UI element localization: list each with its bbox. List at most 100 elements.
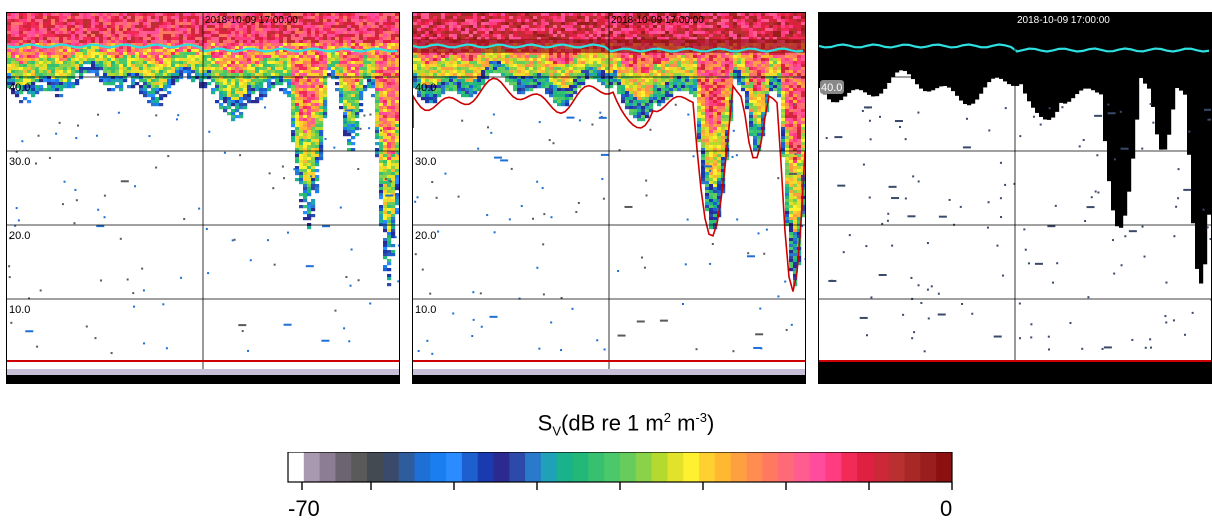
echo-cell xyxy=(399,142,400,145)
echo-cell xyxy=(59,28,63,31)
echo-cell xyxy=(589,22,593,25)
echo-cell xyxy=(441,55,445,58)
echo-cell xyxy=(545,76,549,79)
echo-cell xyxy=(199,25,203,28)
echo-cell xyxy=(633,85,637,88)
echo-cell xyxy=(75,55,79,58)
echo-cell xyxy=(383,43,387,46)
echo-cell xyxy=(307,91,311,94)
echo-cell xyxy=(477,13,481,16)
echo-cell xyxy=(501,55,505,58)
echo-cell xyxy=(429,97,433,100)
echo-cell xyxy=(303,112,307,115)
echo-cell xyxy=(147,49,151,52)
echo-cell xyxy=(223,37,227,40)
echo-cell xyxy=(147,70,151,73)
timestamp-label: 2018-10-09 17:00:00 xyxy=(205,15,298,26)
echo-cell xyxy=(219,88,223,91)
echo-cell xyxy=(383,163,387,166)
echo-cell xyxy=(339,55,343,58)
echo-cell xyxy=(287,58,291,61)
echo-cell xyxy=(653,67,657,70)
echo-cell xyxy=(111,55,115,58)
echo-cell xyxy=(27,49,31,52)
echo-cell xyxy=(279,82,283,85)
echo-cell xyxy=(15,19,19,22)
echo-cell xyxy=(315,61,319,64)
echo-cell xyxy=(375,124,379,127)
echo-cell xyxy=(387,100,391,103)
echo-cell xyxy=(255,31,259,34)
echo-cell xyxy=(395,181,399,184)
single-target xyxy=(207,272,209,274)
echo-cell xyxy=(553,85,557,88)
echo-cell xyxy=(417,70,421,73)
echo-cell xyxy=(359,61,363,64)
echo-cell xyxy=(469,16,473,19)
echo-cell xyxy=(55,31,59,34)
echo-cell xyxy=(91,52,95,55)
echo-cell xyxy=(259,34,263,37)
echo-cell xyxy=(323,31,327,34)
echo-cell xyxy=(529,79,533,82)
echo-cell xyxy=(275,55,279,58)
single-target xyxy=(232,239,234,241)
echo-cell xyxy=(355,88,359,91)
echo-cell xyxy=(417,76,421,79)
echo-cell xyxy=(347,64,351,67)
echo-cell xyxy=(457,91,461,94)
echo-cell xyxy=(219,82,223,85)
echo-cell xyxy=(35,64,39,67)
echo-cell xyxy=(335,73,339,76)
echo-cell xyxy=(557,58,561,61)
echo-cell xyxy=(7,55,11,58)
echo-cell xyxy=(417,25,421,28)
echo-cell xyxy=(399,88,400,91)
echo-cell xyxy=(395,133,399,136)
echo-cell xyxy=(247,67,251,70)
echo-cell xyxy=(391,112,395,115)
echo-cell xyxy=(469,64,473,67)
echo-cell xyxy=(307,160,311,163)
echo-cell xyxy=(75,58,79,61)
echo-cell xyxy=(557,97,561,100)
echo-cell xyxy=(243,67,247,70)
echo-cell xyxy=(31,61,35,64)
echo-cell xyxy=(211,31,215,34)
echo-cell xyxy=(429,25,433,28)
echo-cell xyxy=(605,16,609,19)
echo-cell xyxy=(457,85,461,88)
echo-cell xyxy=(283,58,287,61)
echo-cell xyxy=(391,43,395,46)
single-target xyxy=(264,106,266,108)
echo-cell xyxy=(235,55,239,58)
echo-cell xyxy=(259,67,263,70)
echo-cell xyxy=(135,37,139,40)
echo-cell xyxy=(569,13,573,16)
echo-cell xyxy=(231,97,235,100)
echo-cell xyxy=(187,34,191,37)
echo-cell xyxy=(295,76,299,79)
echo-cell xyxy=(227,97,231,100)
echo-cell xyxy=(589,16,593,19)
echo-cell xyxy=(343,100,347,103)
echo-cell xyxy=(235,97,239,100)
echo-cell xyxy=(147,58,151,61)
echo-cell xyxy=(27,73,31,76)
echo-cell xyxy=(441,58,445,61)
echo-cell xyxy=(625,97,629,100)
echo-cell xyxy=(151,73,155,76)
echo-cell xyxy=(159,16,163,19)
echo-cell xyxy=(339,13,343,16)
echo-cell xyxy=(359,73,363,76)
echo-cell xyxy=(387,157,391,160)
echo-cell xyxy=(59,85,63,88)
echo-cell xyxy=(339,25,343,28)
echo-cell xyxy=(271,67,275,70)
echo-cell xyxy=(453,73,457,76)
echo-cell xyxy=(383,214,387,217)
echo-cell xyxy=(95,67,99,70)
echo-cell xyxy=(223,64,227,67)
single-target xyxy=(363,115,365,117)
